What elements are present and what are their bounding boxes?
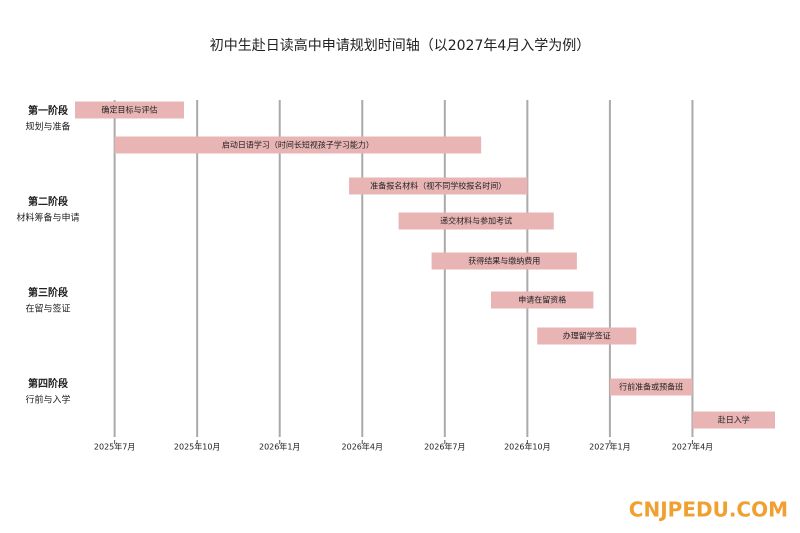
phase-description: 在留与签证	[25, 303, 70, 315]
task-label: 赴日入学	[718, 415, 750, 425]
phase-description: 规划与准备	[25, 121, 70, 133]
x-tick-label: 2027年4月	[672, 442, 713, 452]
task-bar	[537, 327, 637, 345]
phase-description: 材料筹备与申请	[16, 212, 79, 224]
task-bar	[349, 177, 528, 195]
task-label: 办理留学签证	[563, 331, 611, 341]
x-tick-label: 2026年7月	[424, 442, 465, 452]
x-tick-label: 2027年1月	[589, 442, 630, 452]
task-label: 行前准备或预备班	[619, 382, 683, 392]
x-tick-label: 2026年1月	[259, 442, 300, 452]
phase-name: 第三阶段	[28, 286, 68, 299]
watermark: CNJPEDU.COM	[629, 498, 788, 522]
task-bar	[114, 136, 482, 154]
task-bar	[609, 378, 693, 396]
x-tick-label: 2025年10月	[174, 442, 221, 452]
task-bar	[491, 291, 594, 309]
task-bar	[431, 252, 577, 270]
task-label: 启动日语学习（时间长短视孩子学习能力）	[222, 140, 374, 150]
task-bar	[75, 101, 184, 119]
task-label: 准备报名材料（视不同学校报名时间）	[370, 181, 506, 191]
phase-name: 第二阶段	[28, 195, 68, 208]
phase-name: 第一阶段	[28, 104, 68, 117]
x-tick-label: 2025年7月	[94, 442, 135, 452]
x-tick-label: 2026年4月	[342, 442, 383, 452]
task-label: 递交材料与参加考试	[440, 216, 512, 226]
chart-title: 初中生赴日读高中申请规划时间轴（以2027年4月入学为例）	[210, 37, 591, 54]
task-label: 获得结果与缴纳费用	[468, 256, 540, 266]
task-label: 申请在留资格	[518, 295, 566, 305]
x-tick-label: 2026年10月	[504, 442, 551, 452]
task-label: 确定目标与评估	[101, 105, 157, 115]
phase-name: 第四阶段	[28, 377, 68, 390]
task-bar	[692, 411, 775, 429]
task-bar	[398, 212, 554, 230]
phase-description: 行前与入学	[25, 394, 70, 406]
